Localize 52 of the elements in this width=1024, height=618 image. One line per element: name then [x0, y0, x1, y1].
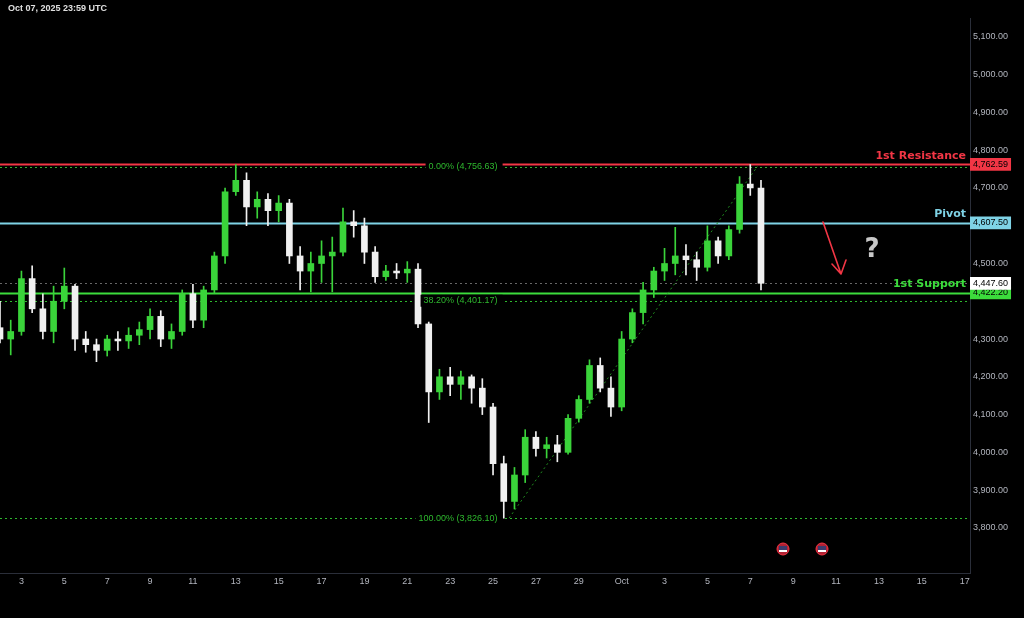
- ref-line-label: Pivot: [934, 207, 966, 221]
- y-tick-label: 4,200.00: [973, 371, 1009, 382]
- x-tick-label: 19: [359, 576, 370, 587]
- annotation: ?: [864, 233, 880, 264]
- x-tick-label: 11: [831, 576, 841, 587]
- y-tick-label: 4,422.20: [973, 287, 1009, 298]
- x-tick-label: 13: [230, 576, 241, 587]
- candlestick: [403, 261, 411, 283]
- x-tick-label: 23: [445, 576, 456, 587]
- y-tick-label: 4,700.00: [973, 182, 1009, 193]
- text: Oct 07, 2025 23:59 UTC: [8, 3, 108, 13]
- x-tick-label: 3: [662, 576, 668, 587]
- x-tick-label: 29: [573, 576, 584, 587]
- y-tick-label: 3,900.00: [973, 484, 1009, 495]
- y-tick-label: 4,100.00: [973, 409, 1009, 420]
- x-tick-label: 27: [530, 576, 541, 587]
- x-tick-label: 13: [873, 576, 884, 587]
- x-tick-label: 17: [959, 576, 970, 587]
- y-tick-label: 4,447.60: [973, 277, 1009, 288]
- x-tick-label: 11: [188, 576, 198, 587]
- candlestick: [671, 226, 679, 276]
- x-tick-label: 21: [402, 576, 413, 587]
- x-tick-label: 9: [147, 576, 153, 587]
- candlestick: [350, 210, 358, 238]
- y-tick-label: 4,300.00: [973, 333, 1009, 344]
- y-tick-label: 4,607.50: [973, 217, 1009, 228]
- ref-line-label: 1st Resistance: [875, 148, 966, 162]
- ref-line-label: 38.20% (4,401.17): [423, 295, 498, 306]
- y-tick-label: 3,800.00: [973, 522, 1009, 533]
- x-tick-label: 17: [316, 576, 327, 587]
- x-tick-label: 15: [916, 576, 927, 587]
- ref-line-label: 0.00% (4,756.63): [428, 161, 498, 172]
- x-tick-label: 25: [488, 576, 499, 587]
- y-tick-label: 4,000.00: [973, 446, 1009, 457]
- x-tick-label: 5: [704, 576, 710, 587]
- x-tick-label: 15: [273, 576, 284, 587]
- y-tick-label: 4,500.00: [973, 257, 1009, 268]
- y-tick-label: 5,000.00: [973, 69, 1009, 80]
- candlestick: [746, 164, 754, 196]
- x-tick-label: Oct: [614, 576, 630, 587]
- ref-line-label: 100.00% (3,826.10): [418, 512, 498, 523]
- x-tick-label: 7: [747, 576, 753, 587]
- y-tick-label: 5,100.00: [973, 31, 1009, 42]
- y-tick-label: 4,900.00: [973, 106, 1009, 117]
- y-tick-label: 4,800.00: [973, 144, 1009, 155]
- x-tick-label: 3: [18, 576, 24, 587]
- x-tick-label: 7: [104, 576, 110, 587]
- ref-line-label: 1st Support: [892, 277, 966, 291]
- x-tick-label: 9: [790, 576, 796, 587]
- candlestick: [7, 319, 15, 356]
- x-tick-label: 5: [61, 576, 67, 587]
- y-tick-label: 4,762.59: [973, 158, 1009, 169]
